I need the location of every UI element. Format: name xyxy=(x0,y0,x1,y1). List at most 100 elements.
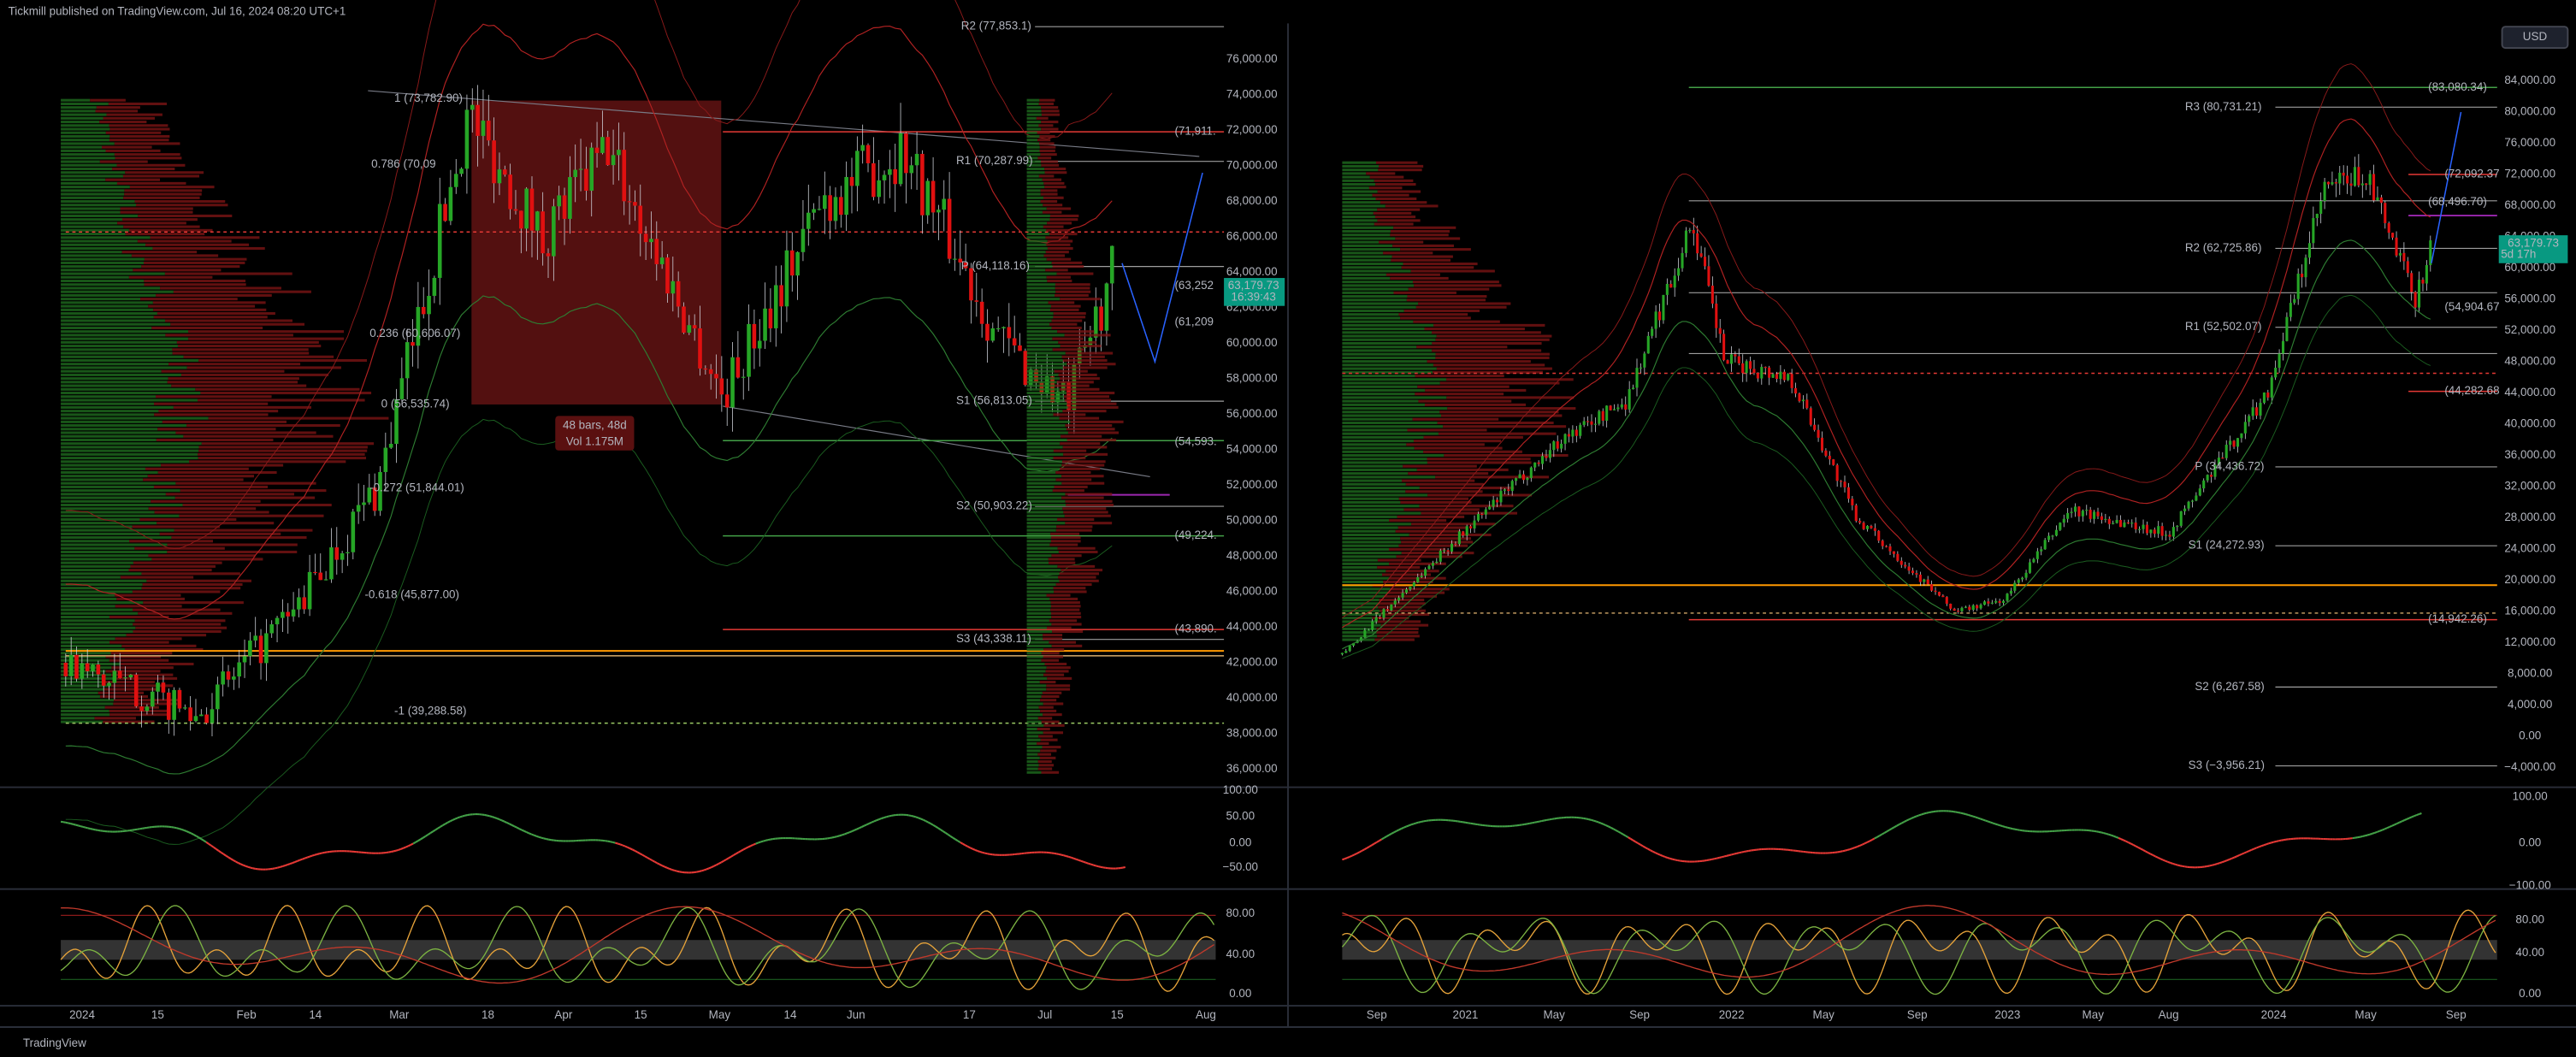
candle xyxy=(1998,600,2001,603)
volume-profile-bar xyxy=(1423,435,1523,439)
oscillator-segment xyxy=(883,816,887,819)
volume-profile-bar xyxy=(1042,691,1062,694)
volume-profile-bar xyxy=(175,431,316,434)
volume-profile-bar xyxy=(61,283,145,286)
volume-profile-bar xyxy=(1389,562,1446,565)
oscillator-segment xyxy=(2167,860,2171,864)
candle xyxy=(1699,253,1703,257)
oscillator-segment xyxy=(661,865,665,868)
candle xyxy=(1734,354,1737,357)
candle xyxy=(2210,475,2213,477)
oscillator-segment xyxy=(2241,852,2245,855)
candle xyxy=(286,611,291,617)
oscillator-segment xyxy=(1723,854,1728,858)
volume-profile-bar xyxy=(61,540,130,543)
volume-profile-bar xyxy=(113,676,178,680)
candle xyxy=(1752,369,1756,374)
candle xyxy=(2213,464,2217,477)
volume-profile-bar xyxy=(1059,416,1100,420)
candle xyxy=(594,147,600,153)
oscillator-segment xyxy=(2165,859,2169,863)
volume-profile-bar xyxy=(1342,237,1396,240)
candle xyxy=(654,239,659,264)
volume-profile-bar xyxy=(1397,515,1465,518)
volume-profile-bar xyxy=(1385,273,1440,276)
volume-profile-bar xyxy=(1026,760,1038,764)
volume-profile-bar xyxy=(1039,98,1055,102)
candle xyxy=(2323,181,2326,202)
candle xyxy=(1628,389,1631,410)
candle xyxy=(1677,268,1681,276)
volume-profile-bar xyxy=(1051,554,1082,558)
volume-profile-bar xyxy=(61,269,133,272)
candle xyxy=(2093,511,2096,519)
oscillator-segment xyxy=(1861,842,1865,846)
volume-profile-bar xyxy=(153,316,268,319)
pivot-label: R3 (80,731.21) xyxy=(2185,100,2262,113)
time-axis-label: Sep xyxy=(1907,1008,1928,1021)
volume-profile-bar xyxy=(1051,326,1082,329)
oscillator-segment xyxy=(1960,812,1964,815)
last-price: 63,179.73 xyxy=(2508,236,2559,249)
currency-button[interactable] xyxy=(2501,26,2569,50)
oscillator-segment xyxy=(1849,847,1853,851)
candle xyxy=(768,308,773,328)
candle xyxy=(1454,543,1457,545)
oscillator-segment xyxy=(944,831,948,836)
volume-profile-bar xyxy=(1427,461,1532,464)
volume-profile-bar xyxy=(1066,391,1115,395)
level-label: (61,209 xyxy=(1174,315,1214,328)
oscillator-segment xyxy=(1923,812,1927,815)
candle xyxy=(107,682,111,686)
oscillator-segment xyxy=(2118,836,2122,841)
oscillator-segment xyxy=(760,840,764,843)
price-axis-label: 24,000.00 xyxy=(2504,542,2555,555)
candle xyxy=(2398,252,2402,256)
volume-profile-bar xyxy=(1342,352,1436,356)
volume-profile-bar xyxy=(61,218,123,221)
price-axis-label: 72,000.00 xyxy=(1226,123,1278,136)
candle xyxy=(172,689,176,720)
candle xyxy=(985,323,990,341)
oscillator-segment xyxy=(839,834,842,837)
volume-profile-bar xyxy=(1415,393,1504,396)
oscillator-segment xyxy=(238,862,241,865)
oscillator-segment xyxy=(491,816,495,819)
oscillator-segment xyxy=(1651,850,1656,854)
volume-profile-bar xyxy=(1412,280,1499,284)
oscillator-segment xyxy=(1642,845,1646,848)
oscillator-segment xyxy=(977,849,981,853)
volume-profile-bar xyxy=(61,623,133,626)
volume-profile-bar xyxy=(1378,168,1422,172)
volume-profile-bar xyxy=(182,503,332,507)
volume-profile-bar xyxy=(1342,233,1391,237)
volume-profile-bar xyxy=(1400,500,1472,504)
volume-profile-bar xyxy=(61,601,144,605)
oscillator-segment xyxy=(1361,848,1365,852)
oscillator-segment xyxy=(2154,855,2159,859)
volume-profile-bar xyxy=(61,167,113,171)
candle xyxy=(1104,283,1109,331)
volume-profile-bar xyxy=(61,334,166,337)
volume-profile-bar xyxy=(1026,124,1039,127)
volume-profile-bar xyxy=(1342,161,1376,164)
candle xyxy=(1541,456,1545,464)
volume-profile-bar xyxy=(143,261,245,264)
volume-profile-bar xyxy=(1039,142,1055,145)
candle xyxy=(297,597,301,610)
volume-profile-bar xyxy=(61,395,157,399)
volume-profile-bar xyxy=(1026,246,1048,251)
candle xyxy=(1344,651,1348,653)
level-label: (44,282.68 xyxy=(2444,384,2499,397)
volume-profile-bar xyxy=(1062,366,1108,369)
candle xyxy=(1907,566,1911,571)
volume-profile-bar xyxy=(1342,515,1397,518)
level-label: (43,890. xyxy=(1174,623,1216,635)
candle xyxy=(2387,222,2390,233)
oscillator-segment xyxy=(1356,851,1361,854)
volume-profile-bar xyxy=(1053,587,1086,590)
candle xyxy=(193,716,198,722)
volume-profile-bar xyxy=(1342,576,1389,580)
volume-profile-bar xyxy=(145,467,249,470)
volume-profile-bar xyxy=(1342,410,1440,414)
